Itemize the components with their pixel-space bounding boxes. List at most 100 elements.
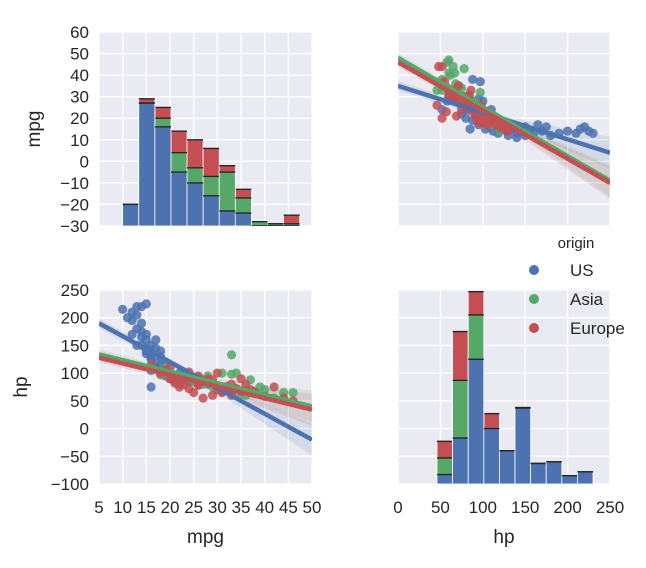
- hp-vs-mpg-point-us: [137, 302, 147, 312]
- hp-vs-mpg-point-europe: [236, 374, 246, 384]
- hp-vs-mpg-point-us: [151, 335, 161, 345]
- hp-vs-mpg-point-europe: [189, 387, 199, 398]
- mpg-hist-bar-us: [154, 126, 172, 226]
- hp-vs-mpg-point-europe: [174, 382, 185, 392]
- hp-y-tick-label: 50: [70, 392, 89, 411]
- mpg-hist-bar-us: [234, 212, 252, 226]
- mpg-y-tick-label: 50: [70, 45, 89, 64]
- mpg-y-tick-label: 60: [70, 23, 89, 42]
- hp-y-tick-label: 150: [61, 336, 89, 355]
- mpg-vs-hp-point-europe: [473, 117, 484, 128]
- hp-x-tick-label: 150: [511, 498, 539, 517]
- legend-label-asia: Asia: [570, 290, 604, 309]
- mpg-x-tick-label: 45: [279, 498, 298, 517]
- hp-hist-bar-us: [483, 428, 500, 484]
- mpg-vs-hp-point-us: [465, 124, 475, 134]
- mpg-vs-hp-regression-line-europe: [398, 60, 610, 185]
- hp-y-tick-label: 250: [61, 281, 89, 300]
- hp-x-tick-label: 0: [393, 498, 402, 517]
- mpg-x-axis-title: mpg: [187, 527, 224, 548]
- mpg-x-tick-label: 25: [184, 498, 203, 517]
- mpg-x-tick-label: 35: [232, 498, 251, 517]
- mpg-x-tick-label: 5: [94, 498, 103, 517]
- hp-hist-bar-us: [514, 407, 532, 484]
- hp-hist-bar-us: [499, 450, 516, 484]
- legend: origin US Asia Europe: [529, 235, 625, 338]
- mpg-vs-hp-point-asia: [475, 87, 485, 97]
- hp-vs-mpg-point-europe: [212, 368, 222, 378]
- mpg-vs-hp-point-asia: [444, 68, 454, 78]
- mpg-hist-bar-us: [218, 210, 236, 226]
- mpg-y-tick-label: 40: [70, 66, 89, 85]
- hp-hist-bar-us: [530, 463, 547, 484]
- legend-marker-asia: [529, 294, 539, 304]
- hp-hist-bar-us: [545, 461, 563, 484]
- mpg-x-tick-label: 40: [255, 498, 274, 517]
- mpg-vs-hp-point-us: [563, 126, 573, 136]
- mpg-x-tick-label: 50: [303, 498, 322, 517]
- hp-y-tick-label: 100: [61, 364, 89, 383]
- mpg-vs-hp-point-europe: [451, 111, 462, 121]
- hp-y-tick-label: 0: [80, 420, 89, 439]
- mpg-vs-hp-point-us: [512, 133, 522, 143]
- axes-layer: 6050403020100−10−20−30250200150100500−50…: [11, 23, 624, 548]
- mpg-x-tick-label: 15: [137, 498, 156, 517]
- mpg-y-tick-label: 30: [70, 88, 89, 107]
- mpg-vs-hp-point-europe: [453, 81, 463, 91]
- hp-x-axis-title: hp: [493, 527, 514, 548]
- hp-x-tick-label: 250: [596, 498, 624, 517]
- panel-mpg-hist: [98, 31, 313, 227]
- panel-mpg-vs-hp: [397, 31, 611, 227]
- mpg-x-tick-label: 30: [208, 498, 227, 517]
- mpg-hist-bar-us: [170, 171, 188, 226]
- mpg-y-tick-label: −30: [60, 217, 89, 236]
- hp-vs-mpg-point-us: [146, 382, 156, 392]
- mpg-hist-bar-us: [122, 204, 140, 226]
- mpg-vs-hp-point-europe: [437, 61, 447, 72]
- hp-x-tick-label: 200: [553, 498, 581, 517]
- hp-vs-mpg-point-asia: [226, 369, 237, 379]
- hp-x-tick-label: 50: [431, 498, 450, 517]
- hp-hist-bar-us: [561, 475, 578, 484]
- panel-hp-vs-mpg-marks: [99, 299, 312, 456]
- hp-vs-mpg-regression-line-europe: [99, 355, 312, 412]
- mpg-x-tick-label: 10: [113, 498, 132, 517]
- mpg-y-tick-label: −10: [60, 174, 89, 193]
- hp-vs-mpg-point-us: [132, 310, 142, 320]
- hp-vs-mpg-point-asia: [288, 387, 298, 398]
- mpg-vs-hp-point-us: [541, 122, 552, 132]
- hp-vs-mpg-point-us: [118, 304, 128, 314]
- hp-vs-mpg-point-europe: [198, 393, 208, 403]
- hp-vs-mpg-point-us: [127, 329, 137, 339]
- legend-marker-us: [529, 265, 539, 275]
- hp-vs-mpg-point-europe: [269, 382, 279, 392]
- mpg-y-axis-title: mpg: [24, 111, 45, 148]
- mpg-y-tick-label: 0: [80, 152, 89, 171]
- mpg-hist-bar-us: [186, 182, 204, 226]
- mpg-vs-hp-point-europe: [432, 100, 442, 110]
- mpg-vs-hp-point-us: [468, 74, 478, 85]
- hp-hist-bar-us: [436, 474, 454, 484]
- mpg-vs-hp-point-us: [588, 128, 598, 138]
- hp-y-tick-label: −100: [51, 475, 89, 494]
- mpg-x-tick-label: 20: [161, 498, 180, 517]
- legend-label-europe: Europe: [570, 319, 625, 338]
- mpg-y-tick-label: 20: [70, 109, 89, 128]
- legend-title: origin: [558, 235, 595, 252]
- panel-hp-vs-mpg: [98, 289, 313, 485]
- hp-vs-mpg-point-us: [137, 318, 147, 328]
- panels-layer: [98, 31, 611, 485]
- mpg-y-tick-label: −20: [60, 195, 89, 214]
- mpg-vs-hp-point-asia: [459, 64, 469, 74]
- hp-hist-bar-us: [577, 471, 594, 484]
- panel-hp-hist: [397, 289, 611, 485]
- hp-y-axis-title: hp: [11, 376, 32, 397]
- mpg-vs-hp-point-europe: [503, 126, 513, 136]
- hp-y-tick-label: −50: [60, 447, 89, 466]
- mpg-vs-hp-point-europe: [466, 85, 476, 95]
- hp-hist-bar-us: [467, 358, 485, 484]
- hp-y-tick-label: 200: [61, 309, 89, 328]
- legend-marker-europe: [529, 323, 539, 333]
- hp-x-tick-label: 100: [469, 498, 497, 517]
